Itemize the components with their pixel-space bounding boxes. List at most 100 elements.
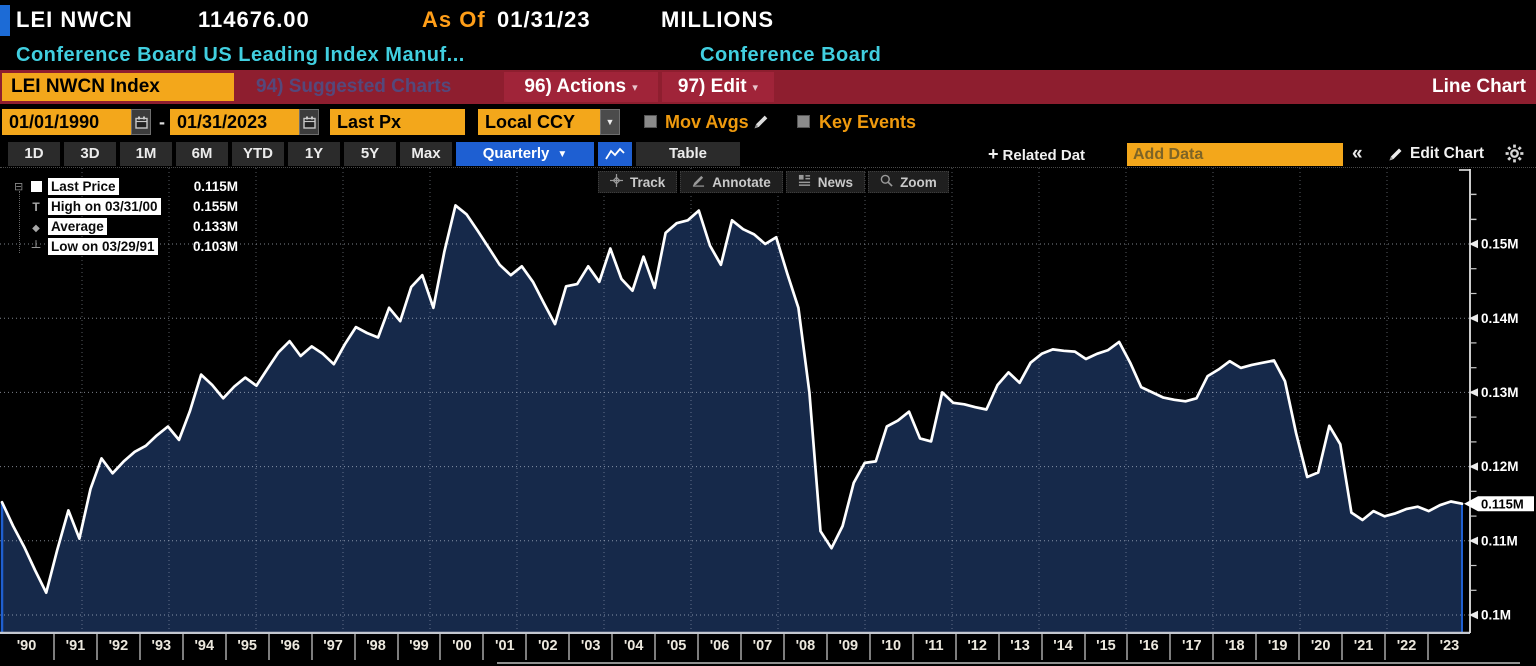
date-range-separator: - [159,112,165,132]
last-price-tag: 0.115M [1464,496,1534,511]
currency-dropdown-button[interactable]: ▼ [600,109,620,135]
key-events-label: Key Events [819,112,917,132]
tool-news-button[interactable]: News [785,171,866,193]
tool-annotate-button[interactable]: Annotate [680,171,783,193]
legend-row-square[interactable]: ⊟ Last Price 0.115M [14,177,238,197]
collapse-chevrons-icon[interactable]: « [1352,143,1363,164]
x-axis-label-10: '10 [868,634,912,660]
table-button[interactable]: Table [636,142,740,166]
x-axis-label-94: '94 [181,634,225,660]
settings-gear-icon[interactable] [1504,143,1525,169]
x-axis-label-21: '21 [1341,634,1384,660]
suggested-charts-menu[interactable]: 94) Suggested Charts [256,76,452,97]
range-tab-5y[interactable]: 5Y [344,142,396,166]
data-source: Conference Board [700,44,882,66]
units-label: MILLIONS [661,7,775,32]
legend-tree-line [19,191,20,253]
series-color-swatch [30,181,42,193]
x-axis-label-95: '95 [224,634,268,660]
x-axis-label-05: '05 [654,634,697,660]
range-tab-6m[interactable]: 6M [176,142,228,166]
x-axis-label-03: '03 [568,634,611,660]
line-chart-type-icon[interactable] [598,142,632,166]
chart-plot-area[interactable]: 0.1M 0.11M 0.12M 0.13M 0.14M 0.15M 0.115M Trac… [0,168,1536,635]
edit-chart-button[interactable]: Edit Chart [1388,140,1484,168]
security-color-key-icon [0,5,10,36]
marker-pen-icon [1389,148,1402,161]
key-events-checkbox[interactable] [797,115,810,128]
x-axis-label-15: '15 [1083,634,1127,660]
news-icon [798,174,811,190]
x-axis-label-90: '90 [16,638,37,654]
svg-text:0.11M: 0.11M [1481,533,1518,548]
date-from-field[interactable]: 01/01/1990 [2,109,131,135]
x-axis: '90'91'92'93'94'95'96'97'98'99'00'01'02 '… [0,634,1470,661]
x-axis-label-09: '09 [825,634,869,660]
price-field-selector[interactable]: Last Px [330,109,465,135]
x-axis-label-92: '92 [95,634,139,660]
window-bottom-edge [497,662,1520,664]
x-axis-label-16: '16 [1126,634,1169,660]
high-marker-icon: T [32,200,40,214]
pencil-icon[interactable] [753,113,770,135]
calendar-icon[interactable] [299,109,319,135]
legend-row-low[interactable]: ┴ Low on 03/29/91 0.103M [31,238,238,255]
range-tab-1y[interactable]: 1Y [288,142,340,166]
price-chart: 0.1M 0.11M 0.12M 0.13M 0.14M 0.15M 0.115M [0,168,1536,639]
x-axis-label-96: '96 [267,634,311,660]
date-to-field[interactable]: 01/31/2023 [170,109,299,135]
svg-text:0.1M: 0.1M [1481,608,1511,623]
period-dropdown[interactable]: Quarterly ▼ [456,142,594,166]
actions-menu[interactable]: 96) Actions ▾ [504,72,658,102]
svg-text:0.12M: 0.12M [1481,459,1519,474]
legend-row-high[interactable]: T High on 03/31/00 0.155M [32,198,238,215]
svg-text:0.13M: 0.13M [1481,385,1519,400]
x-axis-label-12: '12 [954,634,998,660]
related-data-button[interactable]: + Related Dat [988,144,1086,164]
currency-selector[interactable]: Local CCY [478,109,600,135]
ticker-search-box[interactable]: LEI NWCN Index [2,73,234,101]
range-tab-3d[interactable]: 3D [64,142,116,166]
last-value: 114676.00 [198,7,310,32]
range-tab-1m[interactable]: 1M [120,142,172,166]
range-tab-ytd[interactable]: YTD [232,142,284,166]
chart-controls-row: 01/01/1990 - 01/31/2023 Last Px Local CC… [0,104,1536,140]
annotate-icon [692,174,705,190]
security-description: Conference Board US Leading Index Manuf.… [16,44,465,66]
average-marker-icon: ◆ [32,223,40,234]
x-axis-label-08: '08 [782,634,826,660]
x-axis-label-06: '06 [697,634,740,660]
range-tab-max[interactable]: Max [400,142,452,166]
chevron-down-icon: ▼ [557,149,568,160]
chart-type-label: Line Chart [1432,76,1526,97]
edit-menu[interactable]: 97) Edit ▾ [662,72,774,102]
track-icon [610,174,623,190]
x-axis-label-98: '98 [353,634,397,660]
x-axis-label-02: '02 [525,634,568,660]
chart-toolbar: Track Annotate News Zoom [598,171,949,193]
x-axis-label-14: '14 [1040,634,1084,660]
tool-track-button[interactable]: Track [598,171,678,193]
x-axis-label-13: '13 [997,634,1041,660]
chevron-down-icon: ▾ [632,82,638,94]
legend-tree-glyph: ⊟ [14,180,24,193]
x-axis-label-11: '11 [911,634,955,660]
tool-zoom-button[interactable]: Zoom [868,171,949,193]
x-axis-label-20: '20 [1298,634,1341,660]
calendar-icon[interactable] [131,109,151,135]
x-axis-label-99: '99 [396,634,440,660]
x-axis-label-01: '01 [482,634,525,660]
add-data-input[interactable] [1127,143,1343,166]
x-axis-label-04: '04 [611,634,654,660]
as-of-label: As Of [422,7,486,32]
svg-text:0.15M: 0.15M [1481,237,1519,252]
mov-avgs-checkbox[interactable] [644,115,657,128]
x-axis-label-19: '19 [1255,634,1298,660]
mov-avgs-label: Mov Avgs [665,112,749,132]
range-tab-1d[interactable]: 1D [8,142,60,166]
x-axis-label-22: '22 [1384,634,1427,660]
svg-text:0.115M: 0.115M [1481,496,1524,511]
legend-row-avg[interactable]: ◆ Average 0.133M [32,218,238,235]
as-of-date: 01/31/23 [497,7,591,32]
red-menu-bar: LEI NWCN Index 94) Suggested Charts 96) … [0,70,1536,104]
